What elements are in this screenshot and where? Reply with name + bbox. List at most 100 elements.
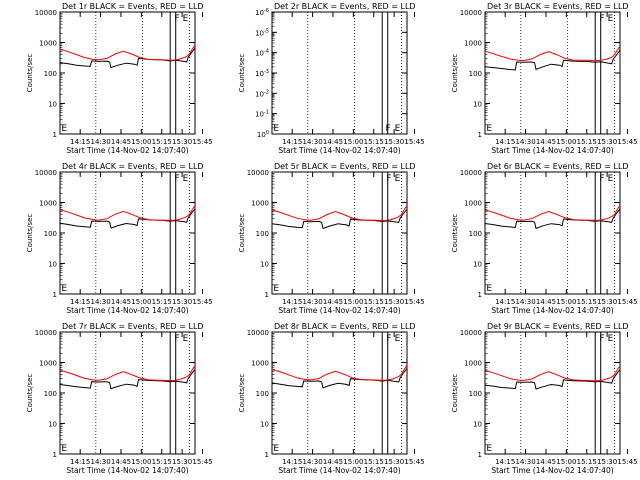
panel-2-event-marker: E [395,124,401,134]
panel-5-ytick-label: 10000 [247,169,269,177]
panel-7-ytick-label: 1000 [39,360,57,368]
panel-6-xtick-label: 15:45 [617,298,637,306]
panel-3-event-marker: F [599,14,604,24]
panel-5-frame [271,171,408,295]
panel-1-y-axis-label: Counts/sec [26,54,34,93]
panel-4-xtick-label: 14:15 [70,298,90,306]
panel-1-xtick-label: 15:30 [172,138,192,146]
panel-4-xtick-label: 15:30 [172,298,192,306]
panel-2-xtick-label: 14:45 [323,138,343,146]
panel-8-xtick-label: 15:00 [343,458,363,466]
panel-7-event-marker: E [61,444,67,454]
panel-6-xtick-label: 14:45 [536,298,556,306]
panel-4-event-marker: E [183,174,189,184]
panel-7-xtick-label: 15:00 [131,458,151,466]
panel-3-frame [484,11,621,135]
panel-6-ytick-label: 10000 [460,169,482,177]
panel-1-ytick-label: 1 [53,131,57,139]
panel-5-ytick-label: 1 [265,291,269,299]
panel-1-event-marker: E [61,124,67,134]
panel-9-xtick-label: 15:45 [617,458,637,466]
panel-6-xtick-label: 14:30 [515,298,535,306]
panel-2-y-axis-label: Counts/sec [238,54,246,93]
panel-2-ytick-label: 10-2 [255,89,269,98]
panel-9-ytick-label: 10000 [460,329,482,337]
panel-4-x-axis-label: Start Time (14-Nov-02 14:07:40) [66,306,188,315]
panel-5-ytick-label: 100 [256,230,269,238]
panel-7-ytick-label: 10000 [35,329,57,337]
panel-7-event-marker: F [174,334,179,344]
panel-8-series-events [271,368,408,389]
panel-1-frame [59,11,196,135]
panel-6-ytick-label: 10 [473,261,482,269]
panel-7-title: Det 7r BLACK = Events, RED = LLD [62,322,204,331]
panel-3-event-marker: E [608,14,614,24]
panel-2-ytick-label: 10-4 [255,49,269,58]
panel-1-title: Det 1r BLACK = Events, RED = LLD [62,2,204,11]
panel-5-x-axis-label: Start Time (14-Nov-02 14:07:40) [278,306,400,315]
panel-9-y-axis-label: Counts/sec [451,374,459,413]
panel-5-xtick-label: 14:15 [282,298,302,306]
panel-1-series-lld [59,44,196,61]
panel-9-frame [484,331,621,455]
panel-6-title: Det 6r BLACK = Events, RED = LLD [487,162,629,171]
panel-2-ytick-label: 10-1 [255,110,269,119]
panel-1-series-events [59,47,196,69]
panel-5-event-marker: E [273,284,279,294]
panel-5-series-lld [271,205,408,222]
panel-7-xtick-label: 15:30 [172,458,192,466]
panel-3-ytick-label: 1000 [464,40,482,48]
panel-1-xtick-label: 14:15 [70,138,90,146]
panel-8-x-axis-label: Start Time (14-Nov-02 14:07:40) [278,466,400,475]
panel-8-event-marker: E [273,444,279,454]
panel-6-event-marker: E [608,174,614,184]
panel-1-xtick-label: 14:45 [111,138,131,146]
panel-7-frame [59,331,196,455]
panel-9-event-marker: E [608,334,614,344]
panel-3-event-marker: E [486,124,492,134]
panel-8-ytick-label: 1000 [251,360,269,368]
panel-5-xtick-label: 15:45 [404,298,424,306]
panel-2-xtick-label: 15:15 [364,138,384,146]
panel-2-xtick-label: 15:45 [404,138,424,146]
panel-6-y-axis-label: Counts/sec [451,214,459,253]
panel-2-xtick-label: 15:00 [343,138,363,146]
panel-2-ytick-label: 10-3 [255,69,269,78]
panel-7-xtick-label: 14:30 [90,458,110,466]
panel-6-event-marker: F [599,174,604,184]
panel-6-ytick-label: 1000 [464,200,482,208]
panel-4-y-axis-label: Counts/sec [26,214,34,253]
panel-4-xtick-label: 15:00 [131,298,151,306]
panel-6-event-marker: E [486,284,492,294]
panel-6-series-events [484,208,621,230]
panel-8-ytick-label: 1 [265,451,269,459]
panel-8-frame [271,331,408,455]
panel-3-ytick-label: 10000 [460,9,482,17]
panel-9-xtick-label: 14:45 [536,458,556,466]
panel-8-title: Det 8r BLACK = Events, RED = LLD [274,322,416,331]
panel-8-ytick-label: 100 [256,390,269,398]
panel-3-series-lld [484,45,621,62]
panel-6-series-lld [484,205,621,221]
panel-6-x-axis-label: Start Time (14-Nov-02 14:07:40) [491,306,613,315]
panel-3-y-axis-label: Counts/sec [451,54,459,93]
panel-6-ytick-label: 1 [478,291,482,299]
panel-8-xtick-label: 15:45 [404,458,424,466]
panel-9-xtick-label: 15:30 [597,458,617,466]
panel-2-title: Det 2r BLACK = Events, RED = LLD [274,2,416,11]
panel-3-xtick-label: 15:45 [617,138,637,146]
panel-2-xtick-label: 14:30 [302,138,322,146]
panel-2-event-marker: F [386,124,391,134]
panel-9-xtick-label: 14:30 [515,458,535,466]
panel-5-ytick-label: 1000 [251,200,269,208]
panel-1-ytick-label: 10 [48,101,57,109]
panel-5-event-marker: E [395,174,401,184]
panel-7-event-marker: E [183,334,189,344]
panel-3-xtick-label: 15:00 [556,138,576,146]
panel-5-y-axis-label: Counts/sec [238,214,246,253]
panel-1-ytick-label: 1000 [39,40,57,48]
panel-5-xtick-label: 15:00 [343,298,363,306]
panel-8-ytick-label: 10 [260,421,269,429]
panel-1-xtick-label: 15:45 [192,138,212,146]
